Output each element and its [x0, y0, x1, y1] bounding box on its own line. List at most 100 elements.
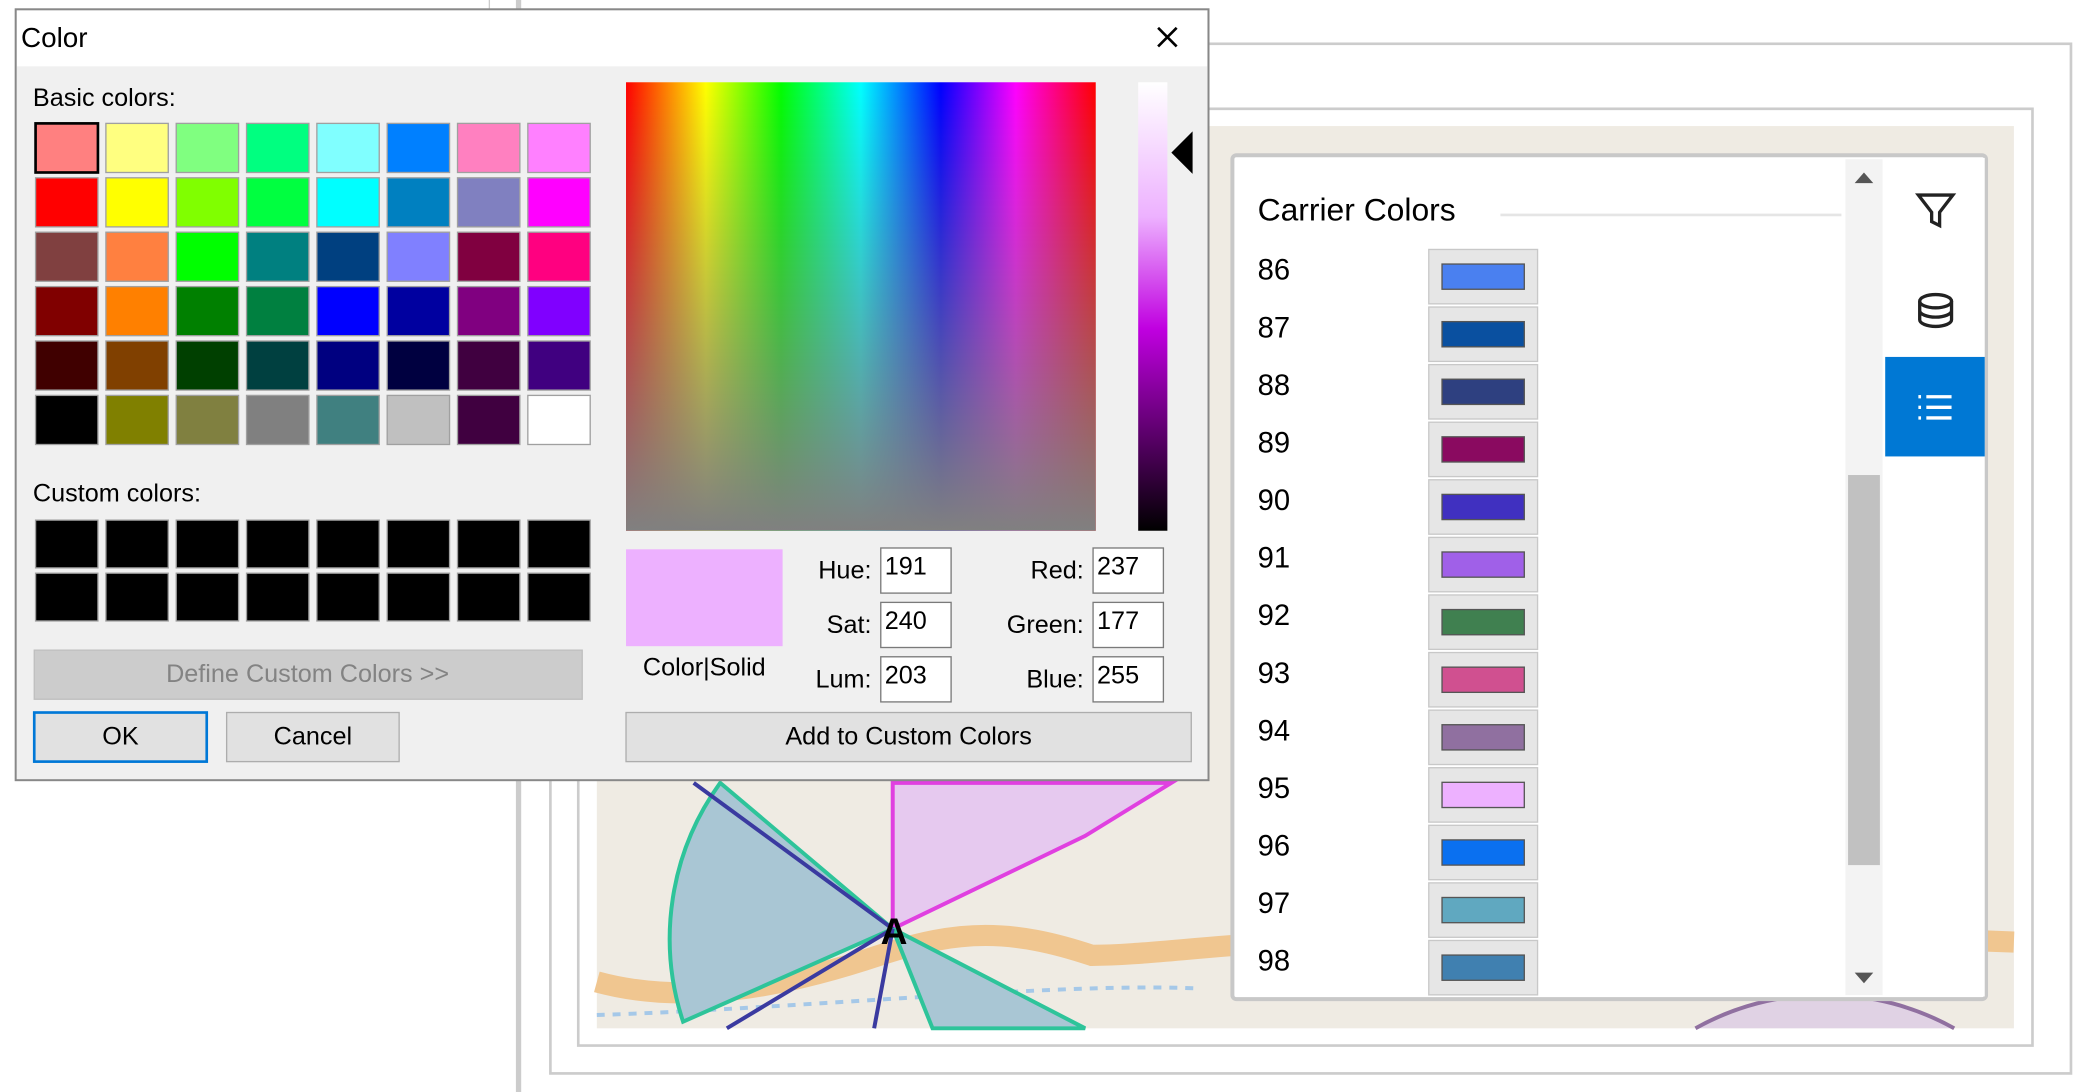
- define-button[interactable]: [33, 649, 583, 700]
- basic-swatch[interactable]: [175, 177, 240, 228]
- carrier-swatch: [1441, 781, 1525, 809]
- basic-swatch[interactable]: [245, 122, 310, 174]
- custom-swatch[interactable]: [316, 572, 380, 622]
- basic-swatch[interactable]: [105, 231, 169, 282]
- field-input[interactable]: [1092, 547, 1165, 594]
- basic-swatch[interactable]: [386, 122, 451, 174]
- preview-label: Color|Solid: [643, 653, 766, 681]
- field-input[interactable]: [1092, 601, 1165, 649]
- custom-swatch[interactable]: [456, 572, 521, 622]
- carrier-swatch: [1441, 378, 1525, 406]
- basic-swatch[interactable]: [316, 177, 380, 228]
- field-input[interactable]: [880, 601, 952, 649]
- basic-swatch[interactable]: [316, 394, 380, 446]
- custom-swatch[interactable]: [316, 519, 380, 569]
- database-icon[interactable]: [1918, 292, 1954, 329]
- basic-swatch[interactable]: [527, 177, 591, 228]
- luminance-arrow[interactable]: [1171, 131, 1193, 174]
- custom-swatch[interactable]: [386, 572, 451, 622]
- filter-icon[interactable]: [1915, 193, 1957, 229]
- basic-swatch[interactable]: [105, 177, 169, 228]
- basic-swatch[interactable]: [456, 231, 521, 282]
- field-value: 240: [885, 607, 927, 635]
- custom-swatch[interactable]: [456, 519, 521, 569]
- basic-swatch[interactable]: [527, 394, 591, 446]
- basic-swatch[interactable]: [527, 285, 591, 337]
- field-label: Blue:: [1026, 665, 1083, 693]
- basic-swatch[interactable]: [386, 340, 451, 391]
- basic-swatch[interactable]: [527, 122, 591, 174]
- basic-swatch[interactable]: [175, 394, 240, 446]
- basic-swatch[interactable]: [527, 340, 591, 391]
- carrier-swatch: [1441, 436, 1525, 463]
- carrier-swatch: [1441, 263, 1525, 290]
- field-input[interactable]: [880, 656, 952, 703]
- luminance-bar[interactable]: [1138, 82, 1168, 531]
- carrier-swatch: [1441, 839, 1525, 866]
- field-label: Sat:: [827, 611, 872, 639]
- basic-swatch[interactable]: [316, 231, 380, 282]
- basic-swatch[interactable]: [527, 231, 591, 282]
- custom-swatch[interactable]: [245, 572, 310, 622]
- carrier-label: 94: [1258, 715, 1290, 747]
- basic-swatch[interactable]: [175, 340, 240, 391]
- custom-swatch[interactable]: [34, 519, 99, 569]
- basic-swatch[interactable]: [105, 122, 169, 174]
- basic-swatch[interactable]: [34, 177, 99, 228]
- basic-swatch[interactable]: [34, 285, 99, 337]
- basic-swatch[interactable]: [175, 285, 240, 337]
- basic-swatch[interactable]: [245, 394, 310, 446]
- basic-swatch[interactable]: [386, 177, 451, 228]
- basic-swatch[interactable]: [386, 285, 451, 337]
- basic-swatch[interactable]: [105, 340, 169, 391]
- basic-swatch[interactable]: [105, 394, 169, 446]
- field-input[interactable]: [1092, 656, 1165, 703]
- custom-swatch[interactable]: [386, 519, 451, 569]
- custom-swatch[interactable]: [105, 519, 169, 569]
- basic-swatch[interactable]: [456, 122, 521, 174]
- basic-swatch[interactable]: [34, 122, 100, 174]
- custom-swatch[interactable]: [527, 519, 591, 569]
- list-icon: [1918, 395, 1952, 420]
- basic-swatch[interactable]: [456, 340, 521, 391]
- basic-swatch[interactable]: [316, 285, 380, 337]
- basic-swatch[interactable]: [175, 231, 240, 282]
- basic-swatch[interactable]: [34, 394, 99, 446]
- field-input[interactable]: [880, 547, 952, 594]
- custom-swatch[interactable]: [34, 572, 99, 622]
- field-label: Green:: [1007, 611, 1084, 639]
- scroll-down[interactable]: [1854, 972, 1874, 984]
- basic-swatch[interactable]: [245, 285, 310, 337]
- carrier-label: 89: [1258, 427, 1290, 459]
- carrier-panel: Carrier Colors 86 87 88 89 90 91 92 93 94 95 96 97 9…: [1230, 153, 1989, 1002]
- custom-swatch[interactable]: [527, 572, 591, 622]
- scroll-up[interactable]: [1854, 172, 1874, 184]
- basic-swatch[interactable]: [34, 231, 99, 282]
- basic-swatch[interactable]: [386, 231, 451, 282]
- basic-swatch[interactable]: [456, 285, 521, 337]
- carrier-label: 87: [1258, 312, 1290, 344]
- basic-swatch[interactable]: [456, 394, 521, 446]
- basic-swatch[interactable]: [175, 122, 240, 174]
- scroll-thumb[interactable]: [1848, 475, 1880, 866]
- custom-swatch[interactable]: [175, 572, 240, 622]
- basic-swatch[interactable]: [456, 177, 521, 228]
- custom-swatch[interactable]: [175, 519, 240, 569]
- color-preview: [626, 549, 783, 647]
- cancel-button[interactable]: [225, 711, 400, 763]
- close-button[interactable]: [1157, 26, 1178, 48]
- add-button[interactable]: [625, 711, 1192, 763]
- basic-swatch[interactable]: [316, 122, 380, 174]
- custom-swatch[interactable]: [105, 572, 169, 622]
- basic-swatch[interactable]: [316, 340, 380, 391]
- basic-swatch[interactable]: [245, 231, 310, 282]
- basic-swatch[interactable]: [245, 177, 310, 228]
- custom-swatch[interactable]: [245, 519, 310, 569]
- basic-swatch[interactable]: [105, 285, 169, 337]
- basic-swatch[interactable]: [386, 394, 451, 446]
- basic-swatch[interactable]: [34, 340, 99, 391]
- basic-swatch[interactable]: [245, 340, 310, 391]
- ok-button[interactable]: [32, 711, 209, 763]
- carrier-swatch: [1441, 320, 1525, 348]
